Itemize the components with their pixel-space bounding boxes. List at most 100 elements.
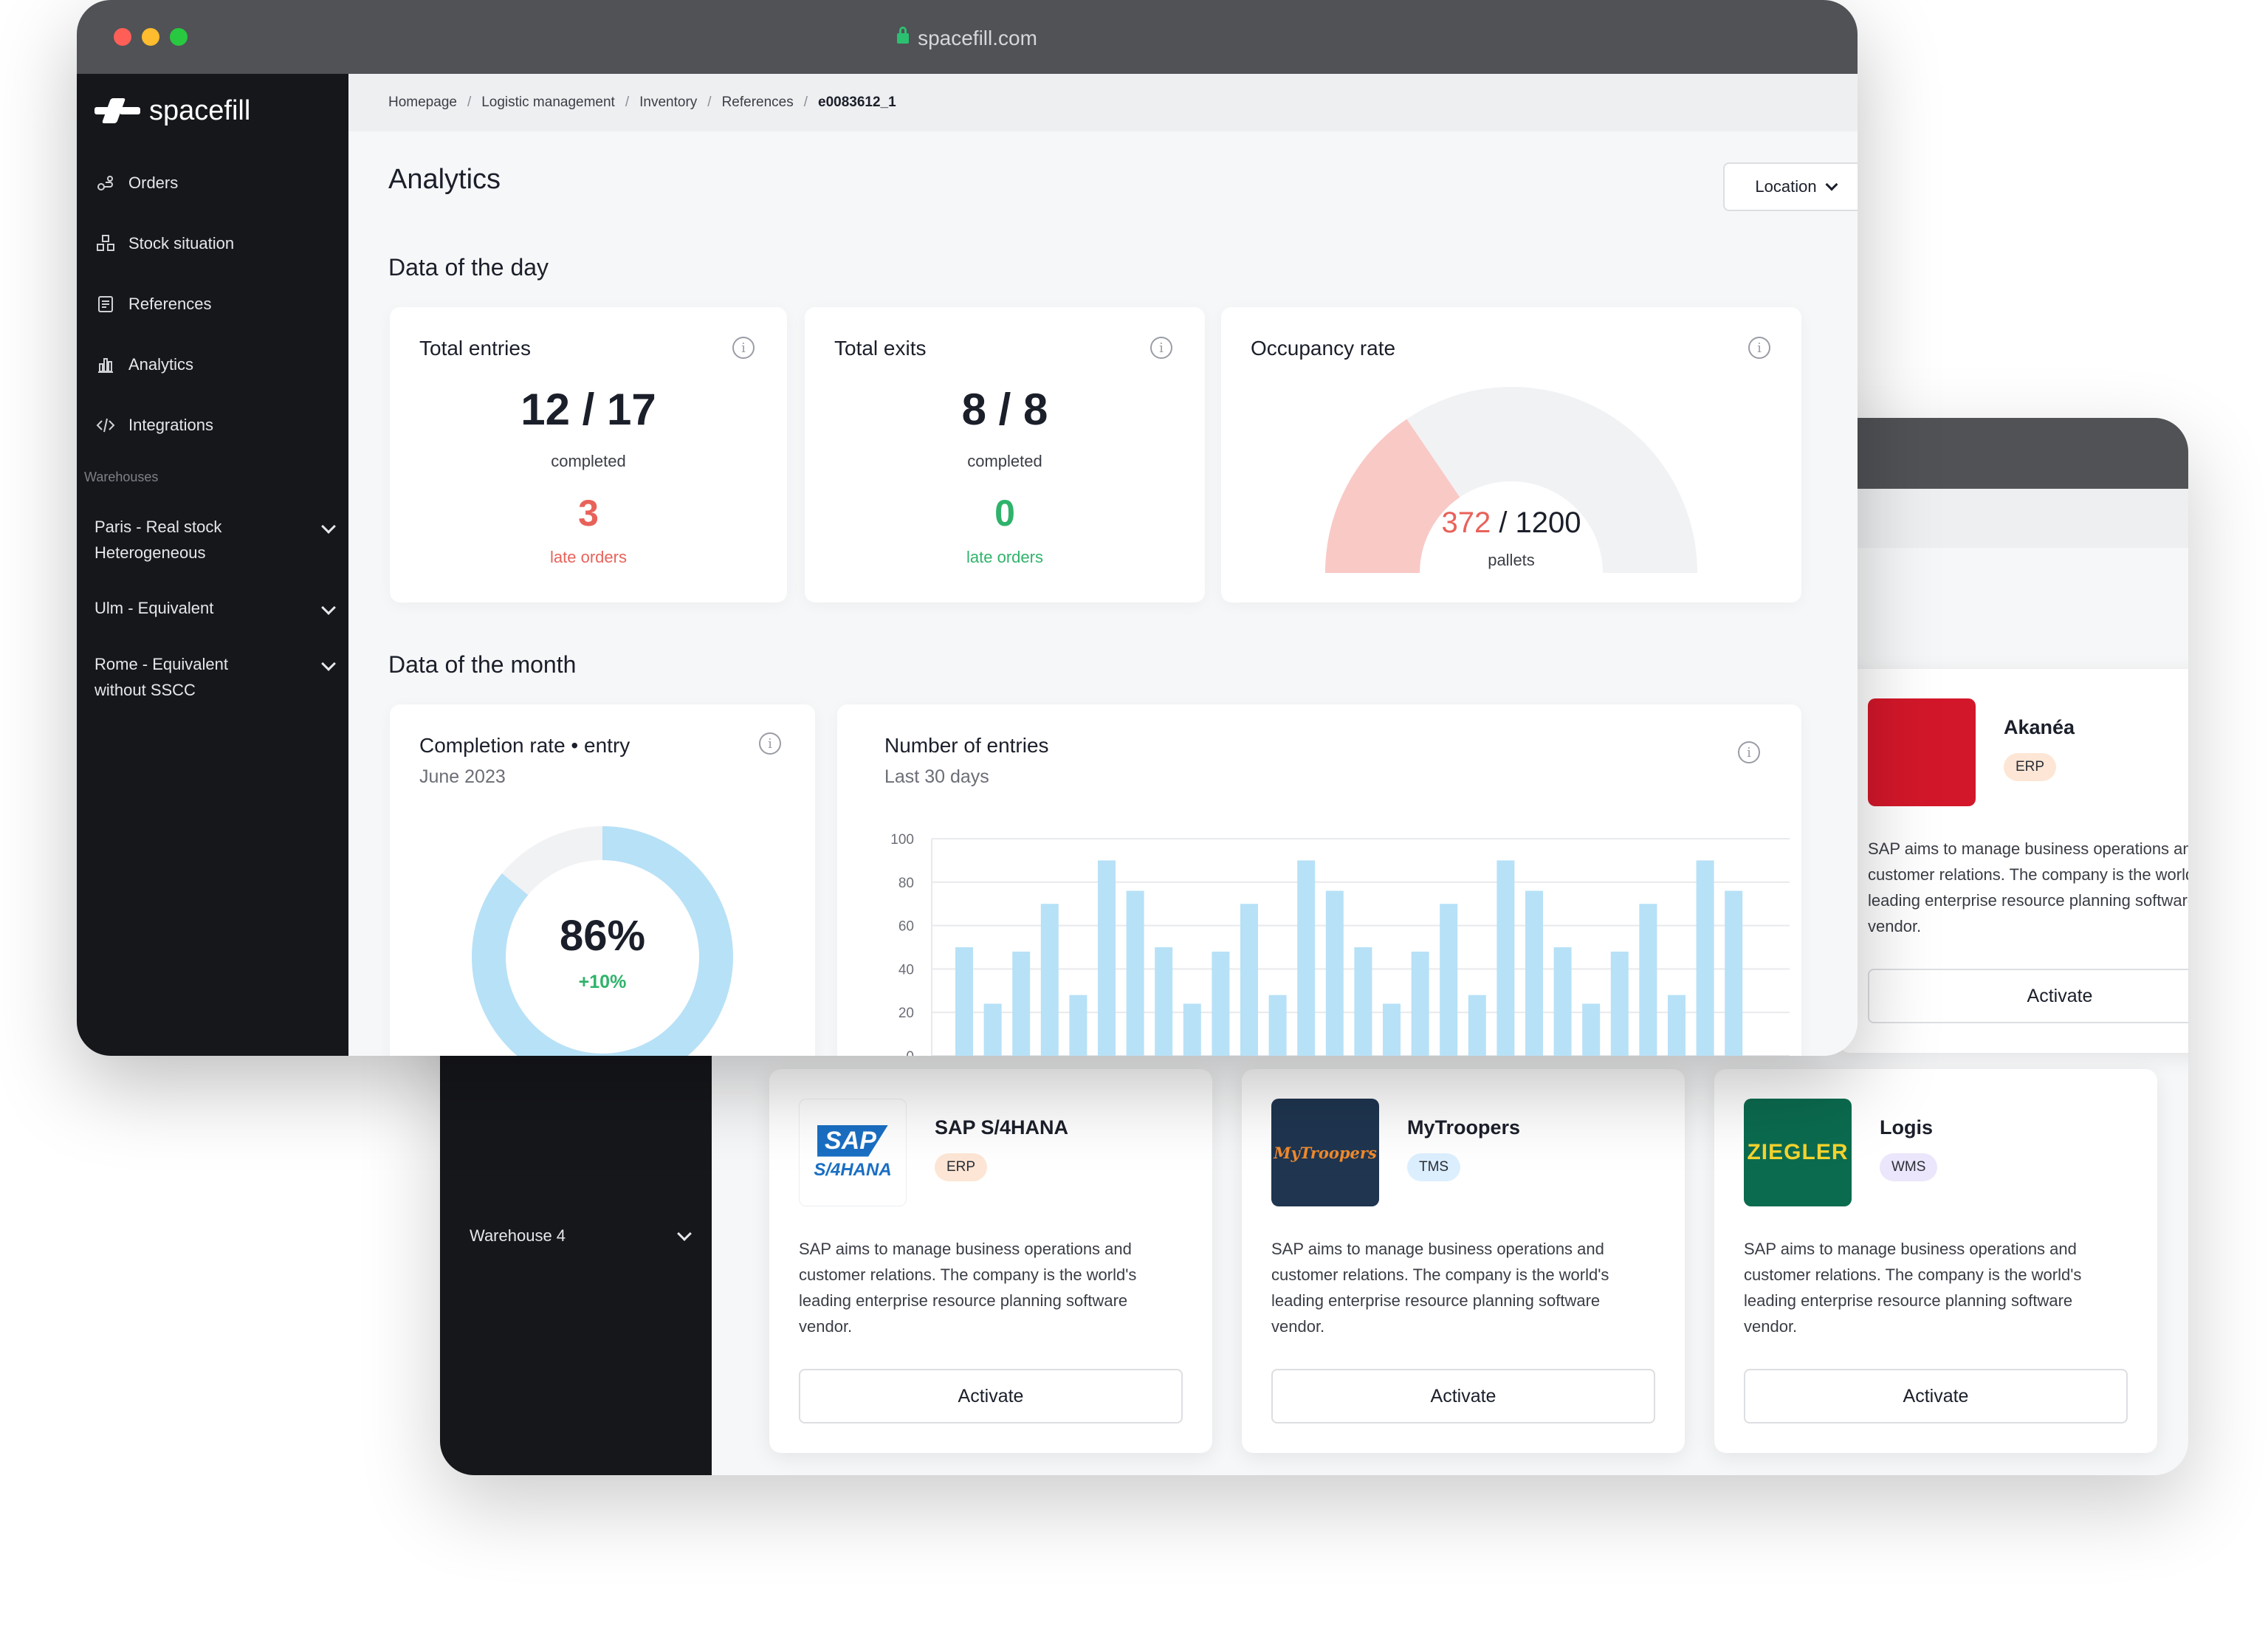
warehouse-line: Rome - Equivalent — [94, 655, 228, 673]
minimize-window-button[interactable] — [142, 28, 159, 46]
chevron-down-icon — [321, 600, 336, 615]
analytics-icon — [96, 355, 115, 374]
entries-bar — [1325, 890, 1344, 1056]
entries-bar — [1155, 947, 1173, 1056]
activate-button[interactable]: Activate — [1744, 1369, 2128, 1423]
late-orders-caption: late orders — [966, 548, 1043, 566]
pallets-caption: pallets — [1488, 551, 1535, 569]
entries-bar — [955, 947, 973, 1056]
sidebar-warehouse-rome[interactable]: Rome - Equivalent without SSCC — [94, 651, 338, 703]
late-orders-caption: late orders — [550, 548, 627, 566]
warehouse-line: Paris - Real stock — [94, 518, 222, 536]
breadcrumb-current: e0083612_1 — [818, 95, 896, 110]
y-tick-label: 80 — [898, 876, 914, 891]
sidebar-warehouse-ulm[interactable]: Ulm - Equivalent — [94, 595, 338, 621]
entries-bar — [1639, 904, 1657, 1056]
sidebar-item-integrations[interactable]: Integrations — [94, 405, 338, 446]
maximize-window-button[interactable] — [170, 28, 188, 46]
akanea-logo-icon — [1868, 698, 1976, 806]
sidebar-item-label: Integrations — [128, 416, 213, 434]
entries-bar — [1183, 1003, 1201, 1056]
gauge-fill — [1325, 419, 1461, 574]
activate-button[interactable]: Activate — [799, 1369, 1183, 1423]
occupancy-used: 372 — [1441, 506, 1491, 539]
exits-completed-value: 8 / 8 — [961, 385, 1048, 434]
breadcrumb-item[interactable]: Homepage — [388, 95, 457, 110]
card-subtitle: June 2023 — [419, 766, 506, 787]
entries-bar — [1383, 1003, 1401, 1056]
analytics-window: spacefill.com spacefill Orders Stock sit… — [77, 0, 1858, 1056]
breadcrumb-item[interactable]: Logistic management — [481, 95, 615, 110]
entries-bar — [1696, 860, 1714, 1056]
completed-caption: completed — [967, 452, 1042, 470]
activate-button[interactable]: Activate — [1271, 1369, 1655, 1423]
integration-description: SAP aims to manage business operations a… — [799, 1240, 1137, 1336]
integration-tag: WMS — [1880, 1153, 1938, 1181]
location-dropdown[interactable]: Location — [1723, 162, 1858, 211]
y-tick-label: 0 — [906, 1049, 914, 1056]
entries-completed-value: 12 / 17 — [520, 385, 656, 434]
integration-name: SAP S/4HANA — [935, 1116, 1069, 1138]
card-title: Number of entries — [884, 734, 1049, 757]
integration-description: SAP aims to manage business operations a… — [1744, 1240, 2082, 1336]
integration-card-logis: ZIEGLER Logis WMS SAP aims to manage bus… — [1714, 1069, 2157, 1453]
orders-icon — [96, 174, 115, 193]
code-icon — [96, 416, 115, 435]
sidebar-item-analytics[interactable]: Analytics — [94, 344, 338, 385]
entries-bar — [1126, 890, 1144, 1056]
breadcrumb-item[interactable]: Inventory — [639, 95, 698, 110]
sidebar: spacefill Orders Stock situation Referen… — [77, 74, 348, 1056]
window-titlebar: spacefill.com — [77, 0, 1858, 74]
card-title: Completion rate • entry — [419, 734, 630, 757]
section-title-month: Data of the month — [388, 651, 577, 678]
brand-logo[interactable]: spacefill — [94, 89, 250, 133]
total-entries-card: Total entries i 12 / 17 completed 3 late… — [390, 307, 787, 602]
location-label: Location — [1755, 177, 1817, 196]
address-bar[interactable]: spacefill.com — [77, 27, 1858, 50]
entries-bar — [1525, 890, 1543, 1056]
info-icon[interactable]: i — [759, 732, 781, 755]
entries-bar — [983, 1003, 1002, 1056]
sidebar-item-label: References — [128, 295, 212, 313]
integration-tag: TMS — [1407, 1153, 1461, 1181]
sidebar-warehouse-paris[interactable]: Paris - Real stock Heterogeneous — [94, 514, 338, 566]
y-tick-label: 100 — [890, 832, 914, 848]
entries-bar — [1610, 951, 1629, 1056]
sidebar-item-references[interactable]: References — [94, 284, 338, 325]
occupancy-rate-card: Occupancy rate i 372 / 1200 pallets — [1221, 307, 1801, 602]
sidebar-item-orders[interactable]: Orders — [94, 162, 338, 204]
ziegler-logo-icon: ZIEGLER — [1744, 1099, 1852, 1206]
entries-bar — [1040, 904, 1059, 1056]
info-icon[interactable]: i — [1150, 337, 1172, 359]
sap-logo-icon: SAP S/4HANA — [799, 1099, 907, 1206]
occupancy-gauge — [1325, 387, 1697, 574]
entries-chart-card: Number of entries Last 30 days i 100 80 60… — [837, 704, 1801, 1056]
card-title: Total entries — [419, 337, 531, 360]
close-window-button[interactable] — [114, 28, 131, 46]
y-tick-label: 20 — [898, 1006, 914, 1021]
sidebar-item-label: Analytics — [128, 355, 194, 374]
occupancy-value: 372 / 1200 — [1221, 506, 1801, 540]
entries-bar — [1582, 1003, 1601, 1056]
card-title: Total exits — [834, 337, 927, 360]
mytroopers-logo-icon: MyTroopers — [1271, 1099, 1379, 1206]
total-exits-card: Total exits i 8 / 8 completed 0 late ord… — [805, 307, 1205, 602]
integration-tag: ERP — [2004, 753, 2057, 781]
warehouse-line: Heterogeneous — [94, 543, 206, 562]
info-icon[interactable]: i — [732, 337, 755, 359]
sidebar-item-label: Stock situation — [128, 234, 235, 253]
chevron-down-icon — [677, 1226, 692, 1241]
info-icon[interactable]: i — [1738, 741, 1760, 763]
breadcrumb-item[interactable]: References — [721, 95, 794, 110]
sidebar-warehouse-4[interactable]: Warehouse 4 — [458, 1215, 701, 1257]
breadcrumb: Homepage / Logistic management / Inventory… — [348, 74, 1858, 131]
sidebar-item-stock-situation[interactable]: Stock situation — [94, 223, 338, 264]
entries-bar — [1098, 860, 1116, 1056]
y-tick-label: 40 — [898, 962, 914, 978]
info-icon[interactable]: i — [1748, 337, 1770, 359]
activate-button[interactable]: Activate — [1868, 969, 2188, 1023]
integration-card-sap: SAP S/4HANA SAP S/4HANA ERP SAP aims to … — [769, 1069, 1212, 1453]
url-text: spacefill.com — [918, 27, 1037, 49]
entries-bar — [1354, 947, 1372, 1056]
warehouses-section-label: Warehouses — [84, 470, 159, 484]
